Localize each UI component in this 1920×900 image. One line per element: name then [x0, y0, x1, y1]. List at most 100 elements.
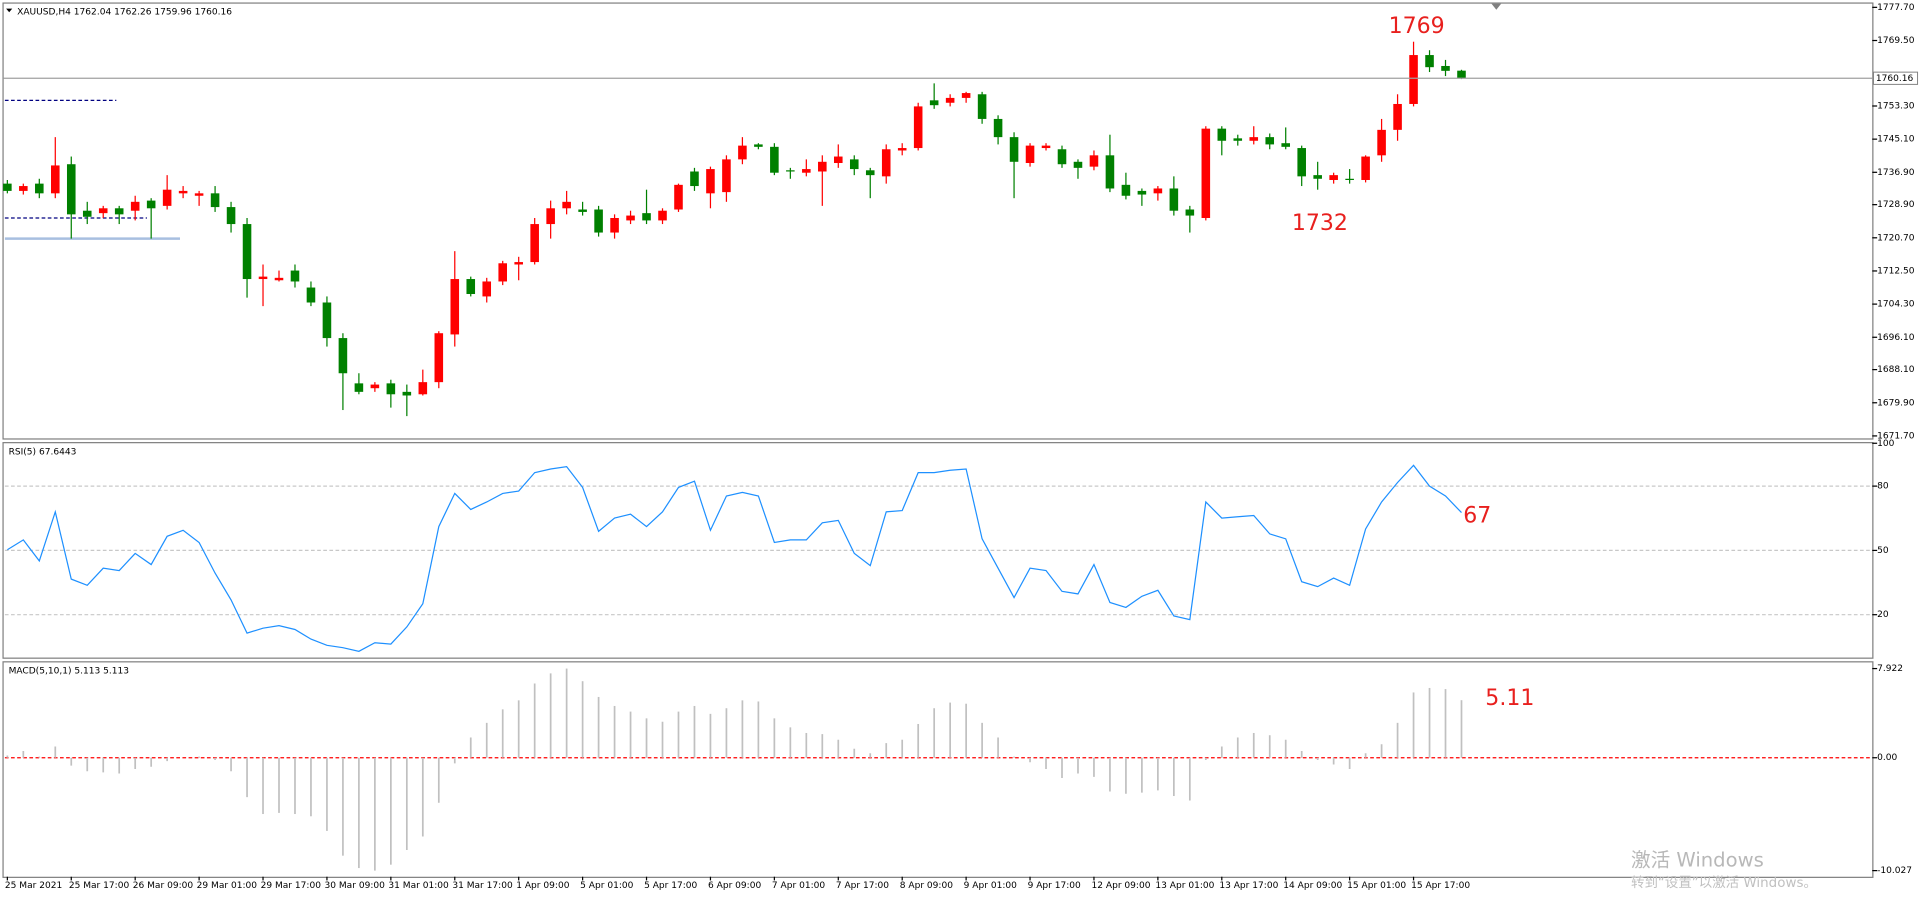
- candle-body: [306, 287, 316, 303]
- menu-arrow[interactable]: [6, 8, 13, 13]
- x-tick-label: 26 Mar 09:00: [133, 881, 194, 891]
- y-tick-label: -10.027: [1877, 866, 1912, 876]
- candle-body: [226, 207, 236, 225]
- candle-body: [1121, 184, 1131, 196]
- candle-body: [818, 161, 827, 172]
- price-label-box: [1872, 71, 1919, 85]
- candle-body: [3, 183, 12, 191]
- candle-body: [434, 333, 444, 383]
- candle-body: [849, 159, 859, 170]
- y-tick-label: 50: [1877, 546, 1889, 556]
- y-tick-label: 1679.90: [1877, 398, 1915, 408]
- candle-body: [993, 118, 1003, 138]
- y-tick-label: 1777.70: [1877, 3, 1915, 13]
- annotation: 1769: [1389, 14, 1445, 39]
- candle-body: [98, 208, 108, 214]
- candle-body: [1217, 128, 1227, 141]
- watermark: 转到“设置”以激活 Windows。: [1631, 875, 1817, 891]
- x-tick-label: 5 Apr 01:00: [580, 881, 633, 891]
- x-tick-label: 29 Mar 01:00: [197, 881, 258, 891]
- candle-body: [1025, 145, 1035, 164]
- candle-body: [1057, 149, 1067, 165]
- y-tick-label: 1720.70: [1877, 233, 1915, 243]
- x-tick-label: 8 Apr 09:00: [900, 881, 953, 891]
- candle-body: [242, 224, 252, 280]
- x-tick-label: 14 Apr 09:00: [1283, 881, 1342, 891]
- candle-body: [1441, 65, 1450, 71]
- y-tick-label: 1696.10: [1877, 333, 1915, 343]
- candle-body: [1425, 55, 1434, 68]
- candle-body: [1185, 209, 1195, 216]
- candle-body: [290, 270, 300, 282]
- candle-body: [418, 382, 428, 395]
- candle-body: [913, 106, 923, 149]
- candle-body: [1457, 70, 1466, 79]
- candle-body: [945, 97, 955, 103]
- x-tick-label: 13 Apr 01:00: [1155, 881, 1214, 891]
- candle-body: [1297, 148, 1306, 177]
- x-tick-label: 13 Apr 17:00: [1219, 881, 1278, 891]
- x-tick-label: 1 Apr 09:00: [516, 881, 569, 891]
- y-tick-label: 1728.90: [1877, 200, 1915, 210]
- x-tick-label: 9 Apr 01:00: [964, 881, 1017, 891]
- candle-body: [1313, 175, 1322, 179]
- candle-body: [386, 383, 396, 395]
- candle-body: [210, 193, 220, 208]
- y-tick-label: 100: [1877, 439, 1895, 449]
- candle-body: [130, 201, 140, 211]
- candle-body: [1153, 188, 1163, 194]
- candle-body: [19, 186, 28, 191]
- y-tick-label: 0.00: [1877, 753, 1897, 763]
- annotation: 1732: [1292, 211, 1348, 236]
- candle-body: [690, 171, 699, 187]
- candle-body: [897, 148, 907, 151]
- x-tick-label: 31 Mar 01:00: [388, 881, 449, 891]
- rsi-line: [7, 464, 1462, 652]
- candle-body: [482, 281, 492, 297]
- chart-title: XAUUSD,H4 1762.04 1762.26 1759.96 1760.1…: [17, 8, 232, 18]
- y-tick-label: 80: [1877, 482, 1889, 492]
- candle-body: [1249, 137, 1259, 141]
- candle-body: [626, 215, 635, 221]
- candle-body: [51, 165, 60, 194]
- candle-body: [706, 169, 715, 194]
- candle-body: [146, 200, 156, 209]
- candle-body: [929, 100, 939, 106]
- watermark: 激活 Windows: [1631, 848, 1764, 871]
- candle-body: [658, 210, 667, 221]
- y-tick-label: 1745.10: [1877, 135, 1915, 145]
- candle-body: [1089, 155, 1099, 167]
- shift-marker: [1491, 3, 1502, 10]
- candle-body: [802, 169, 811, 173]
- candle-body: [770, 146, 779, 173]
- y-tick-label: 7.922: [1877, 664, 1903, 674]
- candle-body: [162, 189, 172, 206]
- y-tick-label: 1769.50: [1877, 36, 1915, 46]
- candle-body: [66, 164, 76, 215]
- x-tick-label: 6 Apr 09:00: [708, 881, 761, 891]
- x-tick-label: 5 Apr 17:00: [644, 881, 697, 891]
- y-tick-label: 1712.50: [1877, 266, 1915, 276]
- candle-body: [498, 263, 507, 282]
- y-tick-label: 1688.10: [1877, 365, 1915, 375]
- candle-body: [1137, 190, 1147, 195]
- x-tick-label: 7 Apr 17:00: [836, 881, 889, 891]
- x-tick-label: 12 Apr 09:00: [1092, 881, 1151, 891]
- candle-body: [274, 277, 284, 281]
- x-tick-label: 15 Apr 17:00: [1411, 881, 1470, 891]
- candle-body: [977, 94, 987, 119]
- x-tick-label: 30 Mar 09:00: [324, 881, 385, 891]
- candle-body: [1009, 137, 1019, 162]
- candle-body: [402, 391, 412, 396]
- y-tick-label: 1704.30: [1877, 300, 1915, 310]
- candle-body: [722, 159, 731, 193]
- candle-body: [1345, 178, 1354, 180]
- candle-body: [322, 302, 332, 339]
- candle-body: [754, 144, 763, 147]
- candle-body: [1233, 138, 1243, 141]
- candle-body: [1329, 175, 1338, 180]
- candle-body: [114, 208, 124, 215]
- candle-body: [514, 262, 523, 265]
